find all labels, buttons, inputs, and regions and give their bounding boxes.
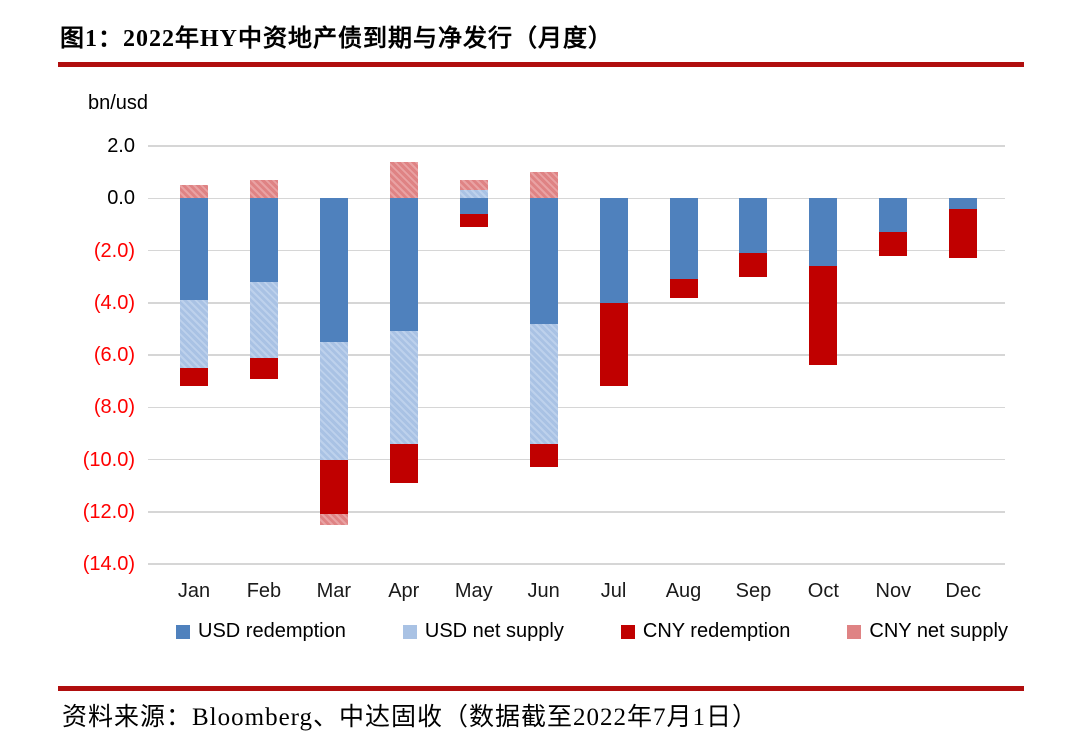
bar-segment-usd-net-supply-jan [180, 300, 208, 369]
x-axis-label: Oct [807, 580, 839, 602]
gridline [148, 354, 1005, 356]
bar-segment-cny-redemption-oct [809, 266, 838, 366]
plot-area [148, 145, 1005, 565]
legend-item-cny-net-supply: CNY net supply [847, 620, 1008, 643]
x-axis-label: Nov [875, 580, 912, 602]
bar-segment-cny-redemption-jan [180, 368, 208, 387]
bar-segment-usd-redemption-apr [389, 198, 418, 332]
gridline [148, 511, 1005, 513]
bar-segment-usd-redemption-nov [879, 198, 908, 233]
y-tick-label: (4.0) [93, 291, 135, 314]
bar-segment-cny-redemption-mar [319, 459, 348, 515]
y-tick-label: (8.0) [93, 396, 135, 419]
gridline [148, 458, 1005, 461]
x-axis-label: Jul [600, 580, 627, 602]
bar-segment-usd-net-supply-feb [249, 281, 278, 358]
gridline [148, 197, 1005, 199]
y-axis-unit-label: bn/usd [88, 92, 149, 114]
x-axis-label: Jan [177, 580, 211, 602]
bar-segment-cny-net-supply-feb [249, 179, 278, 199]
legend: USD redemption USD net supply CNY redempti… [176, 620, 1008, 643]
bar-segment-usd-redemption-may [459, 198, 488, 214]
y-tick-label: (14.0) [82, 553, 135, 575]
x-axis-label: Sep [735, 580, 772, 602]
bar-segment-cny-redemption-aug [669, 279, 698, 298]
bar-segment-usd-redemption-mar [319, 198, 348, 342]
legend-swatch-usd-net-supply [402, 624, 417, 639]
legend-label-cny-net-supply: CNY net supply [869, 620, 1008, 642]
x-axis-label: Aug [665, 580, 702, 602]
bar-segment-cny-redemption-dec [949, 208, 978, 259]
bar-segment-cny-net-supply-jan [180, 185, 208, 199]
legend-label-cny-redemption: CNY redemption [642, 620, 791, 642]
bar-segment-cny-redemption-apr [389, 443, 418, 483]
bar-segment-usd-redemption-jun [529, 198, 558, 324]
gridline [148, 249, 1005, 252]
x-axis-label: May [454, 580, 493, 602]
legend-swatch-usd-redemption [176, 624, 190, 639]
legend-swatch-cny-redemption [620, 624, 635, 639]
bar-segment-cny-net-supply-may [459, 179, 488, 191]
title-divider-rule [58, 62, 1024, 67]
y-tick-label: 2.0 [107, 135, 135, 157]
gridline [148, 406, 1005, 408]
bar-segment-cny-net-supply-jun [529, 172, 558, 199]
bar-segment-usd-redemption-feb [249, 198, 278, 282]
legend-item-usd-redemption: USD redemption [176, 620, 346, 643]
x-axis-label: Apr [388, 580, 420, 602]
y-tick-label: 0.0 [107, 187, 135, 210]
legend-item-cny-redemption: CNY redemption [620, 620, 791, 643]
y-tick-label: (6.0) [93, 344, 135, 366]
bar-segment-cny-net-supply-mar [319, 514, 348, 525]
bar-segment-cny-redemption-may [459, 213, 488, 227]
bar-segment-usd-redemption-dec [949, 198, 978, 209]
legend-label-usd-redemption: USD redemption [198, 620, 346, 642]
gridline [148, 563, 1005, 565]
bar-segment-cny-net-supply-apr [389, 161, 418, 199]
x-axis-label: Feb [246, 580, 282, 602]
bar-segment-usd-redemption-jul [599, 198, 628, 303]
legend-item-usd-net-supply: USD net supply [402, 620, 564, 643]
legend-label-usd-net-supply: USD net supply [424, 620, 564, 642]
bar-segment-usd-net-supply-mar [319, 341, 348, 460]
source-note: 资料来源：Bloomberg、中达固收（数据截至2022年7月1日） [62, 704, 759, 731]
bar-segment-usd-redemption-jan [180, 198, 208, 301]
bar-segment-cny-redemption-jun [529, 443, 558, 468]
x-axis-label: Mar [316, 580, 352, 602]
figure-title: 图1：2022年HY中资地产债到期与净发行（月度） [60, 26, 613, 52]
bar-segment-cny-redemption-sep [739, 253, 768, 277]
bar-segment-cny-redemption-feb [249, 357, 278, 379]
bar-segment-usd-redemption-oct [809, 198, 838, 267]
y-tick-label: (12.0) [82, 500, 135, 523]
bar-segment-usd-net-supply-jun [529, 323, 558, 444]
y-tick-label: (10.0) [82, 448, 135, 471]
gridline [148, 145, 1005, 147]
bar-segment-usd-net-supply-may [459, 190, 488, 199]
gridline [148, 302, 1005, 304]
bar-segment-usd-redemption-sep [739, 198, 768, 254]
legend-swatch-cny-net-supply [847, 624, 862, 639]
bar-segment-cny-redemption-jul [599, 302, 628, 387]
x-axis-label: Dec [945, 580, 981, 602]
y-tick-label: (2.0) [93, 239, 135, 262]
bar-segment-usd-net-supply-apr [389, 331, 418, 444]
x-axis-label: Jun [527, 580, 560, 602]
bar-segment-usd-redemption-aug [669, 198, 698, 280]
bar-segment-cny-redemption-nov [879, 232, 908, 256]
footer-divider-rule [58, 686, 1024, 691]
